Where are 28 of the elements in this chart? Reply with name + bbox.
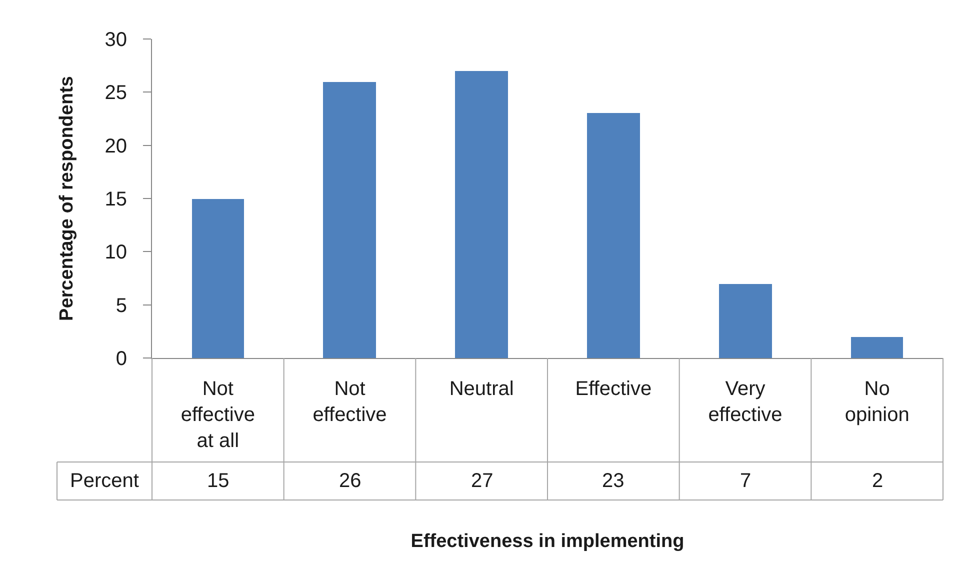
y-tick-label: 10 <box>104 242 127 264</box>
y-tick-label: 0 <box>116 348 127 370</box>
x-tick-label: Very effective <box>708 378 782 426</box>
bar <box>851 337 903 358</box>
data-label: 2 <box>872 470 884 492</box>
bar <box>192 199 244 358</box>
x-tick-label: No opinion <box>844 378 910 426</box>
text: Percent <box>70 470 140 492</box>
y-tick-label: 25 <box>104 82 127 104</box>
y-tick-label: 20 <box>104 135 127 158</box>
x-tick-label: Not effective at all <box>180 378 255 452</box>
x-tick-label: Effective <box>575 378 652 400</box>
data-label: 7 <box>740 470 752 492</box>
x-tick-label: Neutral <box>449 378 514 400</box>
bar <box>323 82 376 358</box>
bar <box>455 71 508 358</box>
data-label: 26 <box>339 470 362 492</box>
y-tick-label: 15 <box>104 188 127 210</box>
y-axis-title: Percentage of respondents <box>56 76 78 321</box>
y-tick-label: 5 <box>116 294 127 317</box>
x-tick-label: Not effective <box>312 378 387 426</box>
x-axis-title: Effectiveness in implementing <box>410 530 684 552</box>
data-label: 23 <box>602 470 624 492</box>
y-tick-label: 30 <box>104 29 127 51</box>
bar <box>587 113 640 358</box>
bar <box>719 284 772 358</box>
data-label: 27 <box>471 470 494 492</box>
data-label: 15 <box>207 470 230 492</box>
